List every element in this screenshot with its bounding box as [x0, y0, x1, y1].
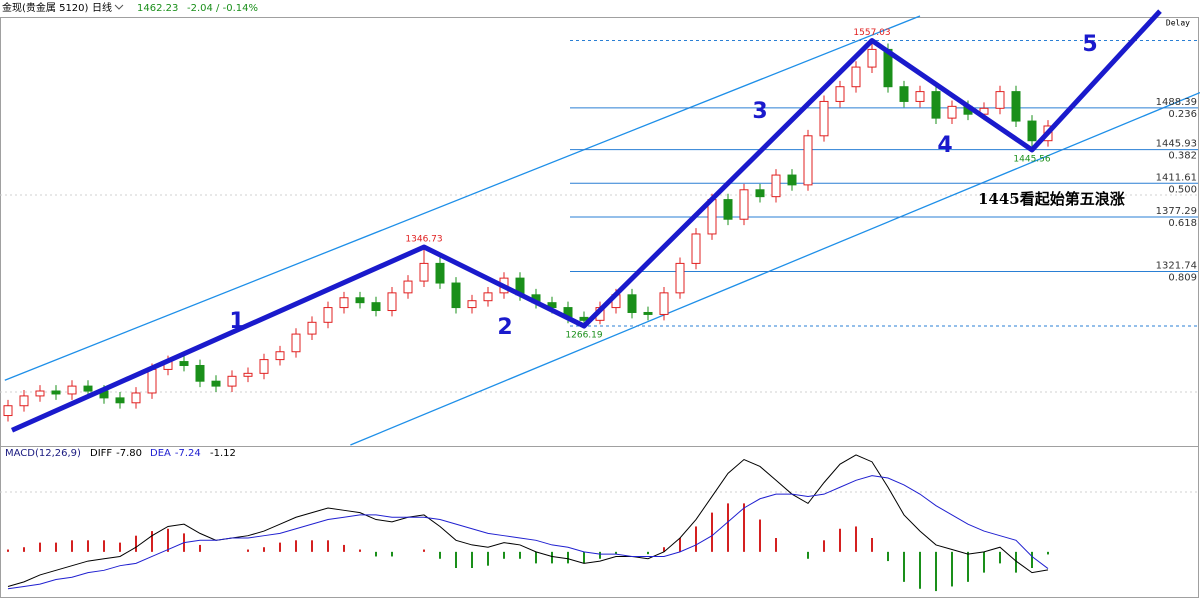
annotation: 1445看起始第五浪涨 — [978, 190, 1125, 208]
symbol: 金现(贵金属 5120) — [2, 1, 89, 14]
fib-price: 1411.61 — [1156, 172, 1197, 183]
candle-body — [291, 333, 301, 353]
fib-ratio: 0.500 — [1168, 184, 1197, 195]
fib-price: 1377.29 — [1156, 206, 1197, 217]
trend-channel — [4, 15, 921, 381]
candle-body — [3, 405, 13, 417]
candle-body — [387, 292, 397, 312]
delay-flag: Delay — [1166, 19, 1190, 28]
candle-body — [803, 135, 813, 186]
candle-body — [323, 307, 333, 323]
candle-body — [35, 390, 45, 397]
candle-body — [115, 397, 125, 404]
candle-body — [739, 189, 749, 220]
candle-body — [467, 300, 477, 309]
candle-body — [691, 233, 701, 264]
chart-layer: 1488.390.236 1445.930.382 1411.610.500 1377… — [3, 9, 1200, 592]
macd-legend-value: -7.80 — [116, 448, 142, 459]
wave-label: 1 — [229, 309, 244, 334]
candle-body — [83, 385, 93, 392]
candle-body — [339, 297, 349, 309]
candle-body — [131, 392, 141, 404]
candle-body — [403, 280, 413, 294]
wave-label: 3 — [752, 99, 767, 124]
candle-body — [835, 86, 845, 102]
candle-body — [243, 372, 253, 377]
candle-body — [483, 292, 493, 302]
candle-body — [51, 390, 61, 395]
period-dropdown[interactable] — [114, 4, 124, 10]
candle-body — [195, 364, 205, 382]
candle-body — [787, 174, 797, 186]
candle-body — [1011, 91, 1021, 122]
extreme-label: 1557.03 — [853, 28, 890, 38]
candle-body — [659, 292, 669, 315]
macd-legend-value: -7.24 — [175, 448, 201, 459]
candle-body — [307, 321, 317, 335]
macd-line — [7, 454, 1049, 587]
candle-body — [227, 375, 237, 387]
candle-body — [643, 311, 653, 315]
macd-legend-name: DEA — [150, 448, 171, 459]
candle-body — [67, 385, 77, 395]
candle-body — [771, 174, 781, 198]
wave-label: 2 — [497, 315, 512, 340]
wave-label: 5 — [1082, 32, 1097, 57]
candle-body — [723, 199, 733, 220]
candle-body — [899, 86, 909, 102]
fib-ratio: 0.809 — [1168, 273, 1197, 284]
candle-body — [819, 100, 829, 137]
candle-body — [19, 395, 29, 407]
fib-price: 1321.74 — [1156, 261, 1197, 272]
candle-body — [1027, 120, 1037, 142]
period[interactable]: 日线 — [92, 1, 112, 14]
extreme-label: 1445.56 — [1013, 154, 1050, 164]
macd-hist-value: -1.12 — [210, 448, 236, 459]
candle-body — [259, 359, 269, 374]
candle-body — [947, 105, 957, 119]
candle-body — [419, 262, 429, 282]
last-price: 1462.23 — [137, 3, 178, 14]
candle-body — [147, 368, 157, 394]
wave-label: 4 — [937, 133, 952, 158]
extreme-label: 1346.73 — [405, 234, 442, 244]
candle-body — [675, 262, 685, 294]
candle-body — [995, 91, 1005, 109]
fib-price: 1445.93 — [1156, 139, 1197, 150]
candle-body — [435, 262, 445, 284]
candle-body — [915, 91, 925, 102]
candle-body — [275, 351, 285, 361]
candle-body — [179, 361, 189, 366]
candle-body — [931, 91, 941, 119]
fib-ratio: 0.618 — [1168, 218, 1197, 229]
fib-ratio: 0.382 — [1168, 151, 1197, 162]
candle-body — [355, 297, 365, 304]
candle-body — [851, 66, 861, 88]
price-change: -2.04 / -0.14% — [187, 3, 258, 14]
candle-body — [755, 189, 765, 198]
candle-body — [371, 302, 381, 312]
candle-body — [867, 48, 877, 68]
trend-channel — [350, 92, 1200, 446]
fib-price: 1488.39 — [1156, 97, 1197, 108]
elliott-wave — [10, 9, 1162, 433]
candle-body — [627, 294, 637, 313]
macd-title: MACD(12,26,9) — [5, 448, 81, 459]
candle-body — [211, 380, 221, 387]
candle-body — [451, 282, 461, 309]
extreme-label: 1266.19 — [565, 331, 602, 341]
fib-ratio: 0.236 — [1168, 109, 1197, 120]
macd-line — [7, 475, 1049, 590]
macd-legend-name: DIFF — [90, 448, 112, 459]
